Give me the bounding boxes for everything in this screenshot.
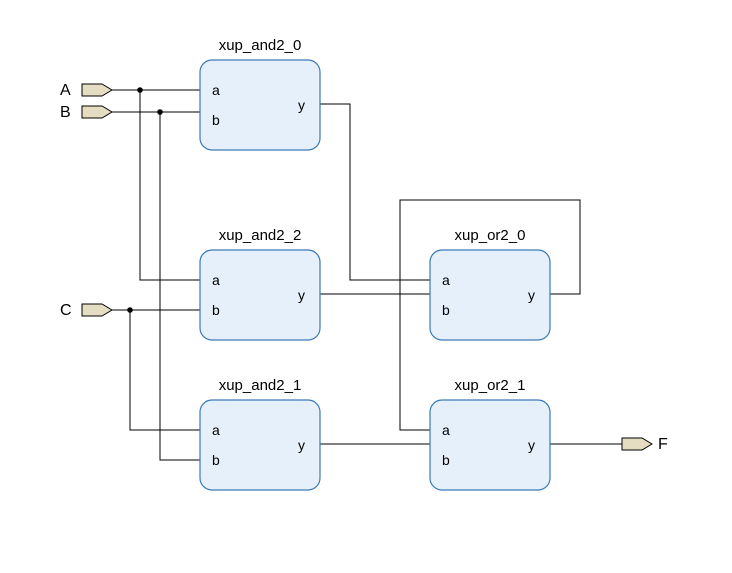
port-shape-C bbox=[82, 304, 112, 316]
wire-3 bbox=[140, 90, 200, 280]
port-label-A: A bbox=[60, 82, 71, 99]
block-title-and1: xup_and2_1 bbox=[219, 377, 302, 394]
pin-y-and1: y bbox=[298, 437, 305, 453]
block-or1: xup_or2_1ab y bbox=[430, 377, 550, 490]
block-title-and0: xup_and2_0 bbox=[219, 37, 302, 54]
port-shape-A bbox=[82, 84, 112, 96]
port-shape-B bbox=[82, 106, 112, 118]
wire-6 bbox=[320, 104, 430, 280]
pin-y-and2: y bbox=[298, 287, 305, 303]
pin-b-or0: b bbox=[442, 302, 450, 318]
pin-a-and2: a bbox=[212, 272, 220, 288]
pin-a-and0: a bbox=[212, 82, 220, 98]
pin-y-and0: y bbox=[298, 97, 305, 113]
block-title-or0: xup_or2_0 bbox=[455, 227, 526, 244]
port-label-B: B bbox=[60, 104, 71, 121]
block-title-or1: xup_or2_1 bbox=[455, 377, 526, 394]
junction-1 bbox=[157, 109, 163, 115]
pin-b-and0: b bbox=[212, 112, 220, 128]
wire-4 bbox=[160, 112, 200, 460]
output-port-F: F bbox=[622, 436, 668, 453]
block-or0: xup_or2_0ab y bbox=[430, 227, 550, 340]
block-and1: xup_and2_1ab y bbox=[200, 377, 320, 490]
input-port-C: C bbox=[60, 302, 112, 319]
block-and2: xup_and2_2ab y bbox=[200, 227, 320, 340]
pin-y-or1: y bbox=[528, 437, 535, 453]
block-title-and2: xup_and2_2 bbox=[219, 227, 302, 244]
port-label-C: C bbox=[60, 302, 72, 319]
pin-a-or1: a bbox=[442, 422, 450, 438]
port-label-F: F bbox=[658, 436, 668, 453]
pin-b-and1: b bbox=[212, 452, 220, 468]
pin-a-and1: a bbox=[212, 422, 220, 438]
pin-b-and2: b bbox=[212, 302, 220, 318]
input-port-B: B bbox=[60, 104, 112, 121]
input-port-A: A bbox=[60, 82, 112, 99]
pin-a-or0: a bbox=[442, 272, 450, 288]
junction-0 bbox=[137, 87, 143, 93]
pin-b-or1: b bbox=[442, 452, 450, 468]
block-and0: xup_and2_0ab y bbox=[200, 37, 320, 150]
junction-2 bbox=[127, 307, 133, 313]
wire-5 bbox=[130, 310, 200, 430]
pin-y-or0: y bbox=[528, 287, 535, 303]
port-shape-F bbox=[622, 438, 652, 450]
